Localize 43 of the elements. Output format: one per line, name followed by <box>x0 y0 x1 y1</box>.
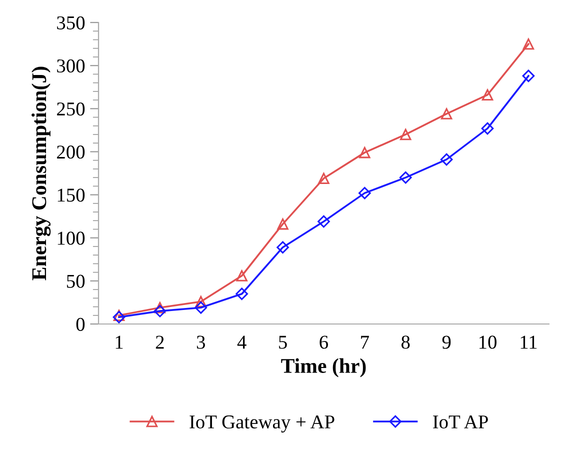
y-tick-label: 300 <box>57 59 85 73</box>
x-tick-label: 3 <box>196 336 205 349</box>
x-tick-label: 1 <box>116 336 123 349</box>
point <box>522 38 534 50</box>
y-tick-label: 200 <box>57 146 85 159</box>
point <box>276 241 289 254</box>
point <box>194 301 208 314</box>
point <box>154 304 166 318</box>
x-tick-label: 10 <box>479 336 496 349</box>
y-axis-title: Energy Consumption(J) <box>32 66 51 280</box>
point <box>359 146 370 158</box>
x-tick-label: 4 <box>237 336 246 349</box>
legend-label: IoT AP <box>433 415 488 428</box>
point <box>522 70 535 82</box>
point <box>482 89 494 100</box>
point <box>400 128 412 140</box>
y-tick-label: 100 <box>58 232 85 245</box>
point <box>318 215 330 228</box>
x-axis-title: Time (hr) <box>281 358 366 378</box>
point <box>440 153 453 166</box>
x-tick-label: 7 <box>361 336 369 349</box>
point <box>481 122 494 135</box>
point <box>318 172 330 184</box>
y-tick-label: 0 <box>76 318 85 331</box>
point <box>236 270 248 282</box>
point <box>154 302 166 314</box>
x-tick-label: 2 <box>156 336 164 349</box>
point <box>277 218 288 230</box>
x-tick-label: 9 <box>442 336 451 349</box>
point <box>399 171 412 184</box>
y-tick-label: 150 <box>58 188 85 202</box>
point <box>195 296 207 308</box>
x-tick-label: 11 <box>520 336 537 349</box>
x-tick-label: 5 <box>279 336 287 349</box>
x-tick-label: 6 <box>320 336 328 349</box>
y-tick-label: 50 <box>67 274 85 288</box>
point <box>440 108 452 120</box>
y-tick-label: 350 <box>57 16 85 30</box>
x-tick-label: 8 <box>401 336 410 349</box>
y-tick-label: 250 <box>57 102 85 116</box>
point <box>358 186 371 200</box>
legend-label: IoT Gateway + AP <box>190 415 334 432</box>
point <box>236 288 248 300</box>
